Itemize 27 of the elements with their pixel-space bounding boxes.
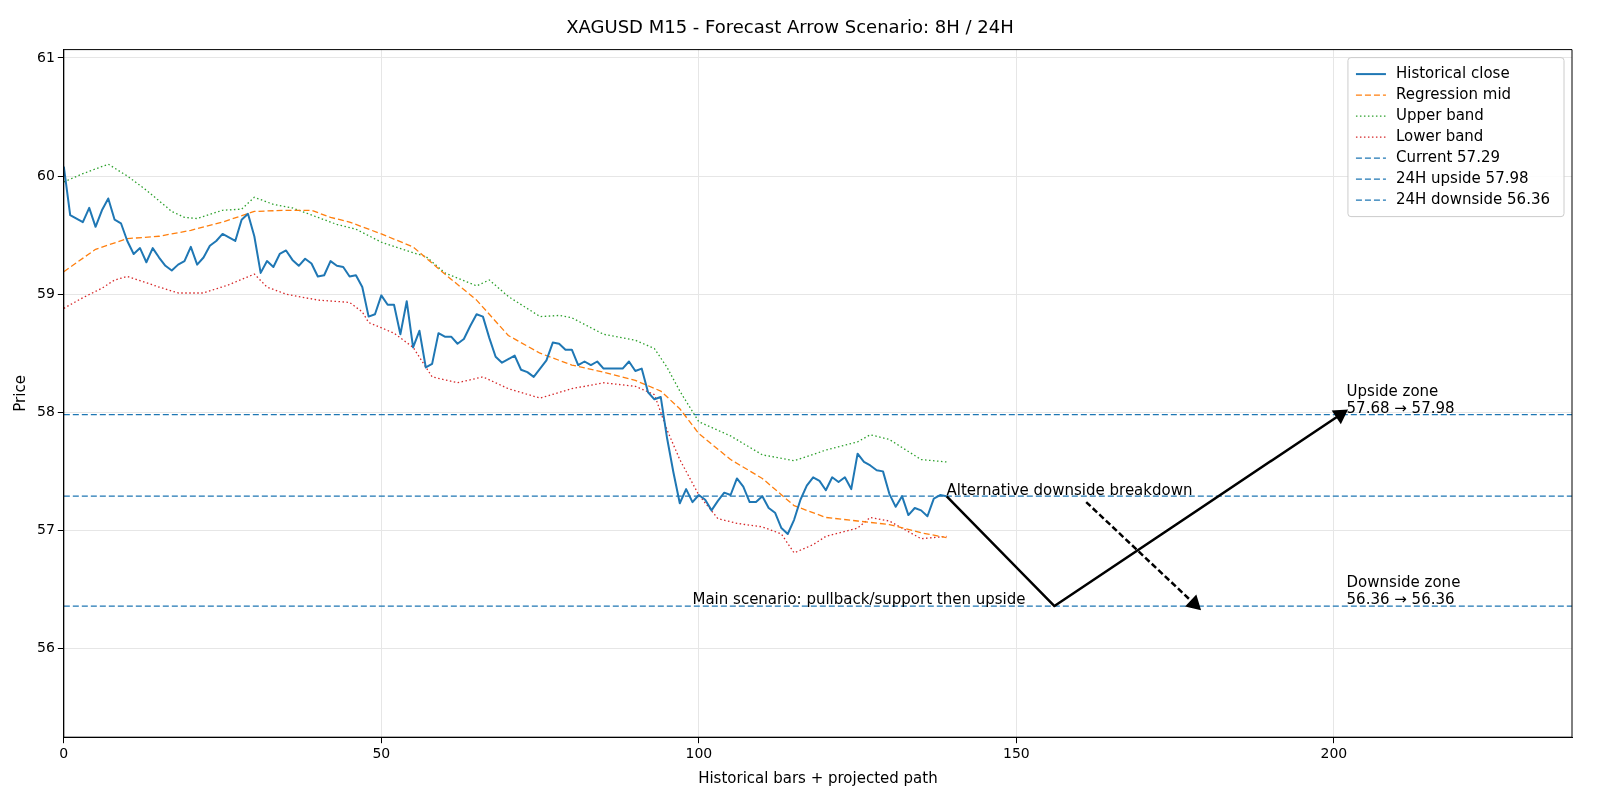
x-tick-label: 100 [685,745,713,762]
legend-label: 24H downside 56.36 [1395,189,1551,208]
legend-label: Regression mid [1395,84,1512,103]
x-tick-label: 0 [59,745,69,762]
legend-label: Lower band [1395,126,1484,145]
annotation: Alternative downside breakdown [946,480,1193,499]
legend-label: Current 57.29 [1395,147,1501,166]
y-tick-label: 61 [36,48,55,65]
line-series [63,273,948,554]
x-tick-label: 50 [372,745,391,762]
y-tick-label: 58 [36,402,55,419]
x-tick-label: 150 [1002,745,1030,762]
annotation: Downside zone 56.36 → 56.36 [1346,573,1461,609]
legend-label: 24H upside 57.98 [1395,168,1529,187]
x-tick-label: 200 [1320,745,1348,762]
y-tick-label: 59 [36,284,55,301]
y-axis-title: Price [10,375,29,412]
y-tick-label: 57 [36,521,55,538]
line-series [63,163,948,463]
legend-label: Upper band [1395,105,1484,124]
annotation: Upside zone 57.68 → 57.98 [1346,382,1455,418]
legend-label: Historical close [1395,63,1510,82]
y-tick-label: 56 [36,639,55,656]
annotation: Main scenario: pullback/support then upside [692,590,1026,609]
x-axis-title: Historical bars + projected path [698,768,938,787]
chart-title: XAGUSD M15 - Forecast Arrow Scenario: 8H / 24H [566,16,1014,38]
y-tick-label: 60 [36,166,55,183]
